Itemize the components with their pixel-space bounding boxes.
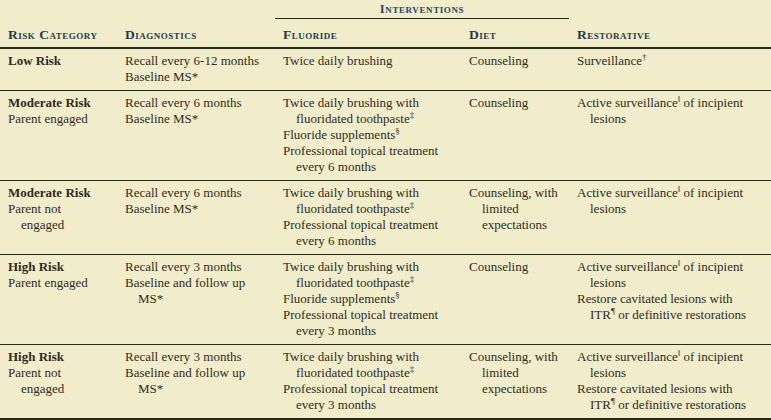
cell-restorative: Active surveillance‖ of incipientlesions… — [569, 255, 771, 345]
risk-level: Moderate Risk — [8, 185, 115, 201]
risk-level: Low Risk — [8, 53, 115, 69]
cell-line-item: Baseline and follow upMS* — [125, 275, 273, 307]
cell-diagnostics: Recall every 6 monthsBaseline MS* — [117, 91, 275, 181]
cell-fluoride: Twice daily brushing withfluoridated too… — [275, 255, 461, 345]
cell-line-item: Recall every 3 months — [125, 259, 273, 275]
table-row: Low RiskRecall every 6-12 monthsBaseline… — [0, 48, 771, 91]
cell-line-item: Recall every 6-12 months — [125, 53, 273, 69]
column-header-row: Risk Category Diagnostics Fluoride Diet … — [0, 19, 771, 49]
cell-risk-category: Moderate RiskParent engaged — [0, 91, 117, 181]
cell-line-item: Fluoride supplements§ — [283, 291, 459, 307]
cell-fluoride: Twice daily brushing withfluoridated too… — [275, 91, 461, 181]
cell-line-item: Counseling, withlimitedexpectations — [469, 349, 567, 397]
table-row: High RiskParent notengagedRecall every 3… — [0, 345, 771, 420]
parent-status: Parent notengaged — [8, 201, 115, 233]
cell-restorative: Surveillance† — [569, 48, 771, 91]
cell-diet: Counseling — [461, 48, 569, 91]
cell-diagnostics: Recall every 6-12 monthsBaseline MS* — [117, 48, 275, 91]
cell-line-item: Counseling — [469, 259, 567, 275]
cell-restorative: Active surveillance‖ of incipientlesions — [569, 91, 771, 181]
cell-line-item: Counseling — [469, 95, 567, 111]
caries-management-table: Interventions Risk Category Diagnostics … — [0, 0, 771, 420]
col-header-diet: Diet — [461, 19, 569, 49]
group-header-row: Interventions — [0, 0, 771, 19]
cell-line-item: Counseling — [469, 53, 567, 69]
cell-line-item: Professional topical treatmentevery 3 mo… — [283, 307, 459, 339]
cell-line-item: Restore cavitated lesions withITR¶ or de… — [577, 381, 769, 413]
cell-line-item: Professional topical treatmentevery 3 mo… — [283, 381, 459, 413]
cell-diet: Counseling, withlimitedexpectations — [461, 345, 569, 420]
cell-restorative: Active surveillance‖ of incipientlesions… — [569, 345, 771, 420]
cell-line-item: Professional topical treatmentevery 6 mo… — [283, 143, 459, 175]
cell-line-item: Twice daily brushing withfluoridated too… — [283, 259, 459, 291]
col-header-risk-category: Risk Category — [0, 19, 117, 49]
cell-line-item: Fluoride supplements§ — [283, 127, 459, 143]
group-header-spacer-left — [0, 0, 275, 19]
cell-line-item: Recall every 3 months — [125, 349, 273, 365]
cell-line-item: Active surveillance‖ of incipientlesions — [577, 259, 769, 291]
cell-line-item: Baseline MS* — [125, 69, 273, 85]
cell-line-item: Active surveillance‖ of incipientlesions — [577, 95, 769, 127]
cell-diet: Counseling, withlimitedexpectations — [461, 181, 569, 255]
cell-fluoride: Twice daily brushing withfluoridated too… — [275, 345, 461, 420]
group-header-spacer-right — [569, 0, 771, 19]
table-row: Moderate RiskParent engagedRecall every … — [0, 91, 771, 181]
col-header-fluoride: Fluoride — [275, 19, 461, 49]
cell-diagnostics: Recall every 6 monthsBaseline MS* — [117, 181, 275, 255]
interventions-group-header: Interventions — [275, 0, 569, 19]
cell-diagnostics: Recall every 3 monthsBaseline and follow… — [117, 345, 275, 420]
cell-risk-category: Low Risk — [0, 48, 117, 91]
cell-fluoride: Twice daily brushing — [275, 48, 461, 91]
col-header-restorative: Restorative — [569, 19, 771, 49]
col-header-diagnostics: Diagnostics — [117, 19, 275, 49]
parent-status: Parent engaged — [8, 111, 115, 127]
cell-line-item: Twice daily brushing — [283, 53, 459, 69]
cell-line-item: Baseline MS* — [125, 111, 273, 127]
cell-line-item: Restore cavitated lesions withITR¶ or de… — [577, 291, 769, 323]
cell-diagnostics: Recall every 3 monthsBaseline and follow… — [117, 255, 275, 345]
risk-level: High Risk — [8, 349, 115, 365]
cell-risk-category: High RiskParent engaged — [0, 255, 117, 345]
table-row: Moderate RiskParent notengagedRecall eve… — [0, 181, 771, 255]
caries-risk-table-figure: Interventions Risk Category Diagnostics … — [0, 0, 771, 420]
cell-risk-category: Moderate RiskParent notengaged — [0, 181, 117, 255]
cell-restorative: Active surveillance‖ of incipientlesions — [569, 181, 771, 255]
cell-line-item: Recall every 6 months — [125, 95, 273, 111]
cell-diet: Counseling — [461, 255, 569, 345]
cell-line-item: Active surveillance‖ of incipientlesions — [577, 349, 769, 381]
parent-status: Parent engaged — [8, 275, 115, 291]
cell-fluoride: Twice daily brushing withfluoridated too… — [275, 181, 461, 255]
cell-risk-category: High RiskParent notengaged — [0, 345, 117, 420]
cell-line-item: Twice daily brushing withfluoridated too… — [283, 349, 459, 381]
cell-line-item: Baseline and follow upMS* — [125, 365, 273, 397]
parent-status: Parent notengaged — [8, 365, 115, 397]
cell-line-item: Twice daily brushing withfluoridated too… — [283, 185, 459, 217]
risk-level: High Risk — [8, 259, 115, 275]
risk-level: Moderate Risk — [8, 95, 115, 111]
table-body: Low RiskRecall every 6-12 monthsBaseline… — [0, 48, 771, 419]
cell-line-item: Professional topical treatmentevery 6 mo… — [283, 217, 459, 249]
cell-line-item: Twice daily brushing withfluoridated too… — [283, 95, 459, 127]
cell-line-item: Active surveillance‖ of incipientlesions — [577, 185, 769, 217]
table-row: High RiskParent engagedRecall every 3 mo… — [0, 255, 771, 345]
cell-diet: Counseling — [461, 91, 569, 181]
cell-line-item: Counseling, withlimitedexpectations — [469, 185, 567, 233]
cell-line-item: Surveillance† — [577, 53, 769, 69]
cell-line-item: Baseline MS* — [125, 201, 273, 217]
cell-line-item: Recall every 6 months — [125, 185, 273, 201]
